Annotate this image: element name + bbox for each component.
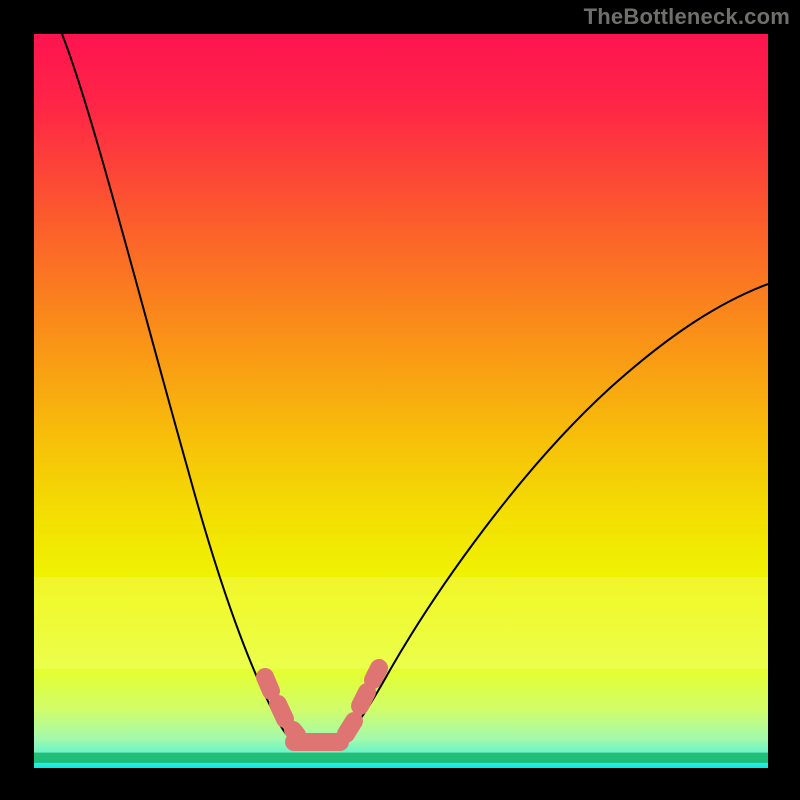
valley-marker <box>278 704 285 719</box>
watermark-text: TheBottleneck.com <box>584 4 790 30</box>
valley-marker <box>360 692 367 706</box>
band <box>34 577 768 669</box>
plot-area <box>34 34 768 768</box>
valley-marker <box>265 677 271 691</box>
valley-marker <box>346 721 354 734</box>
valley-marker <box>373 668 379 680</box>
bottleneck-chart <box>0 0 800 800</box>
outer-frame: TheBottleneck.com <box>0 0 800 800</box>
band <box>34 753 768 763</box>
